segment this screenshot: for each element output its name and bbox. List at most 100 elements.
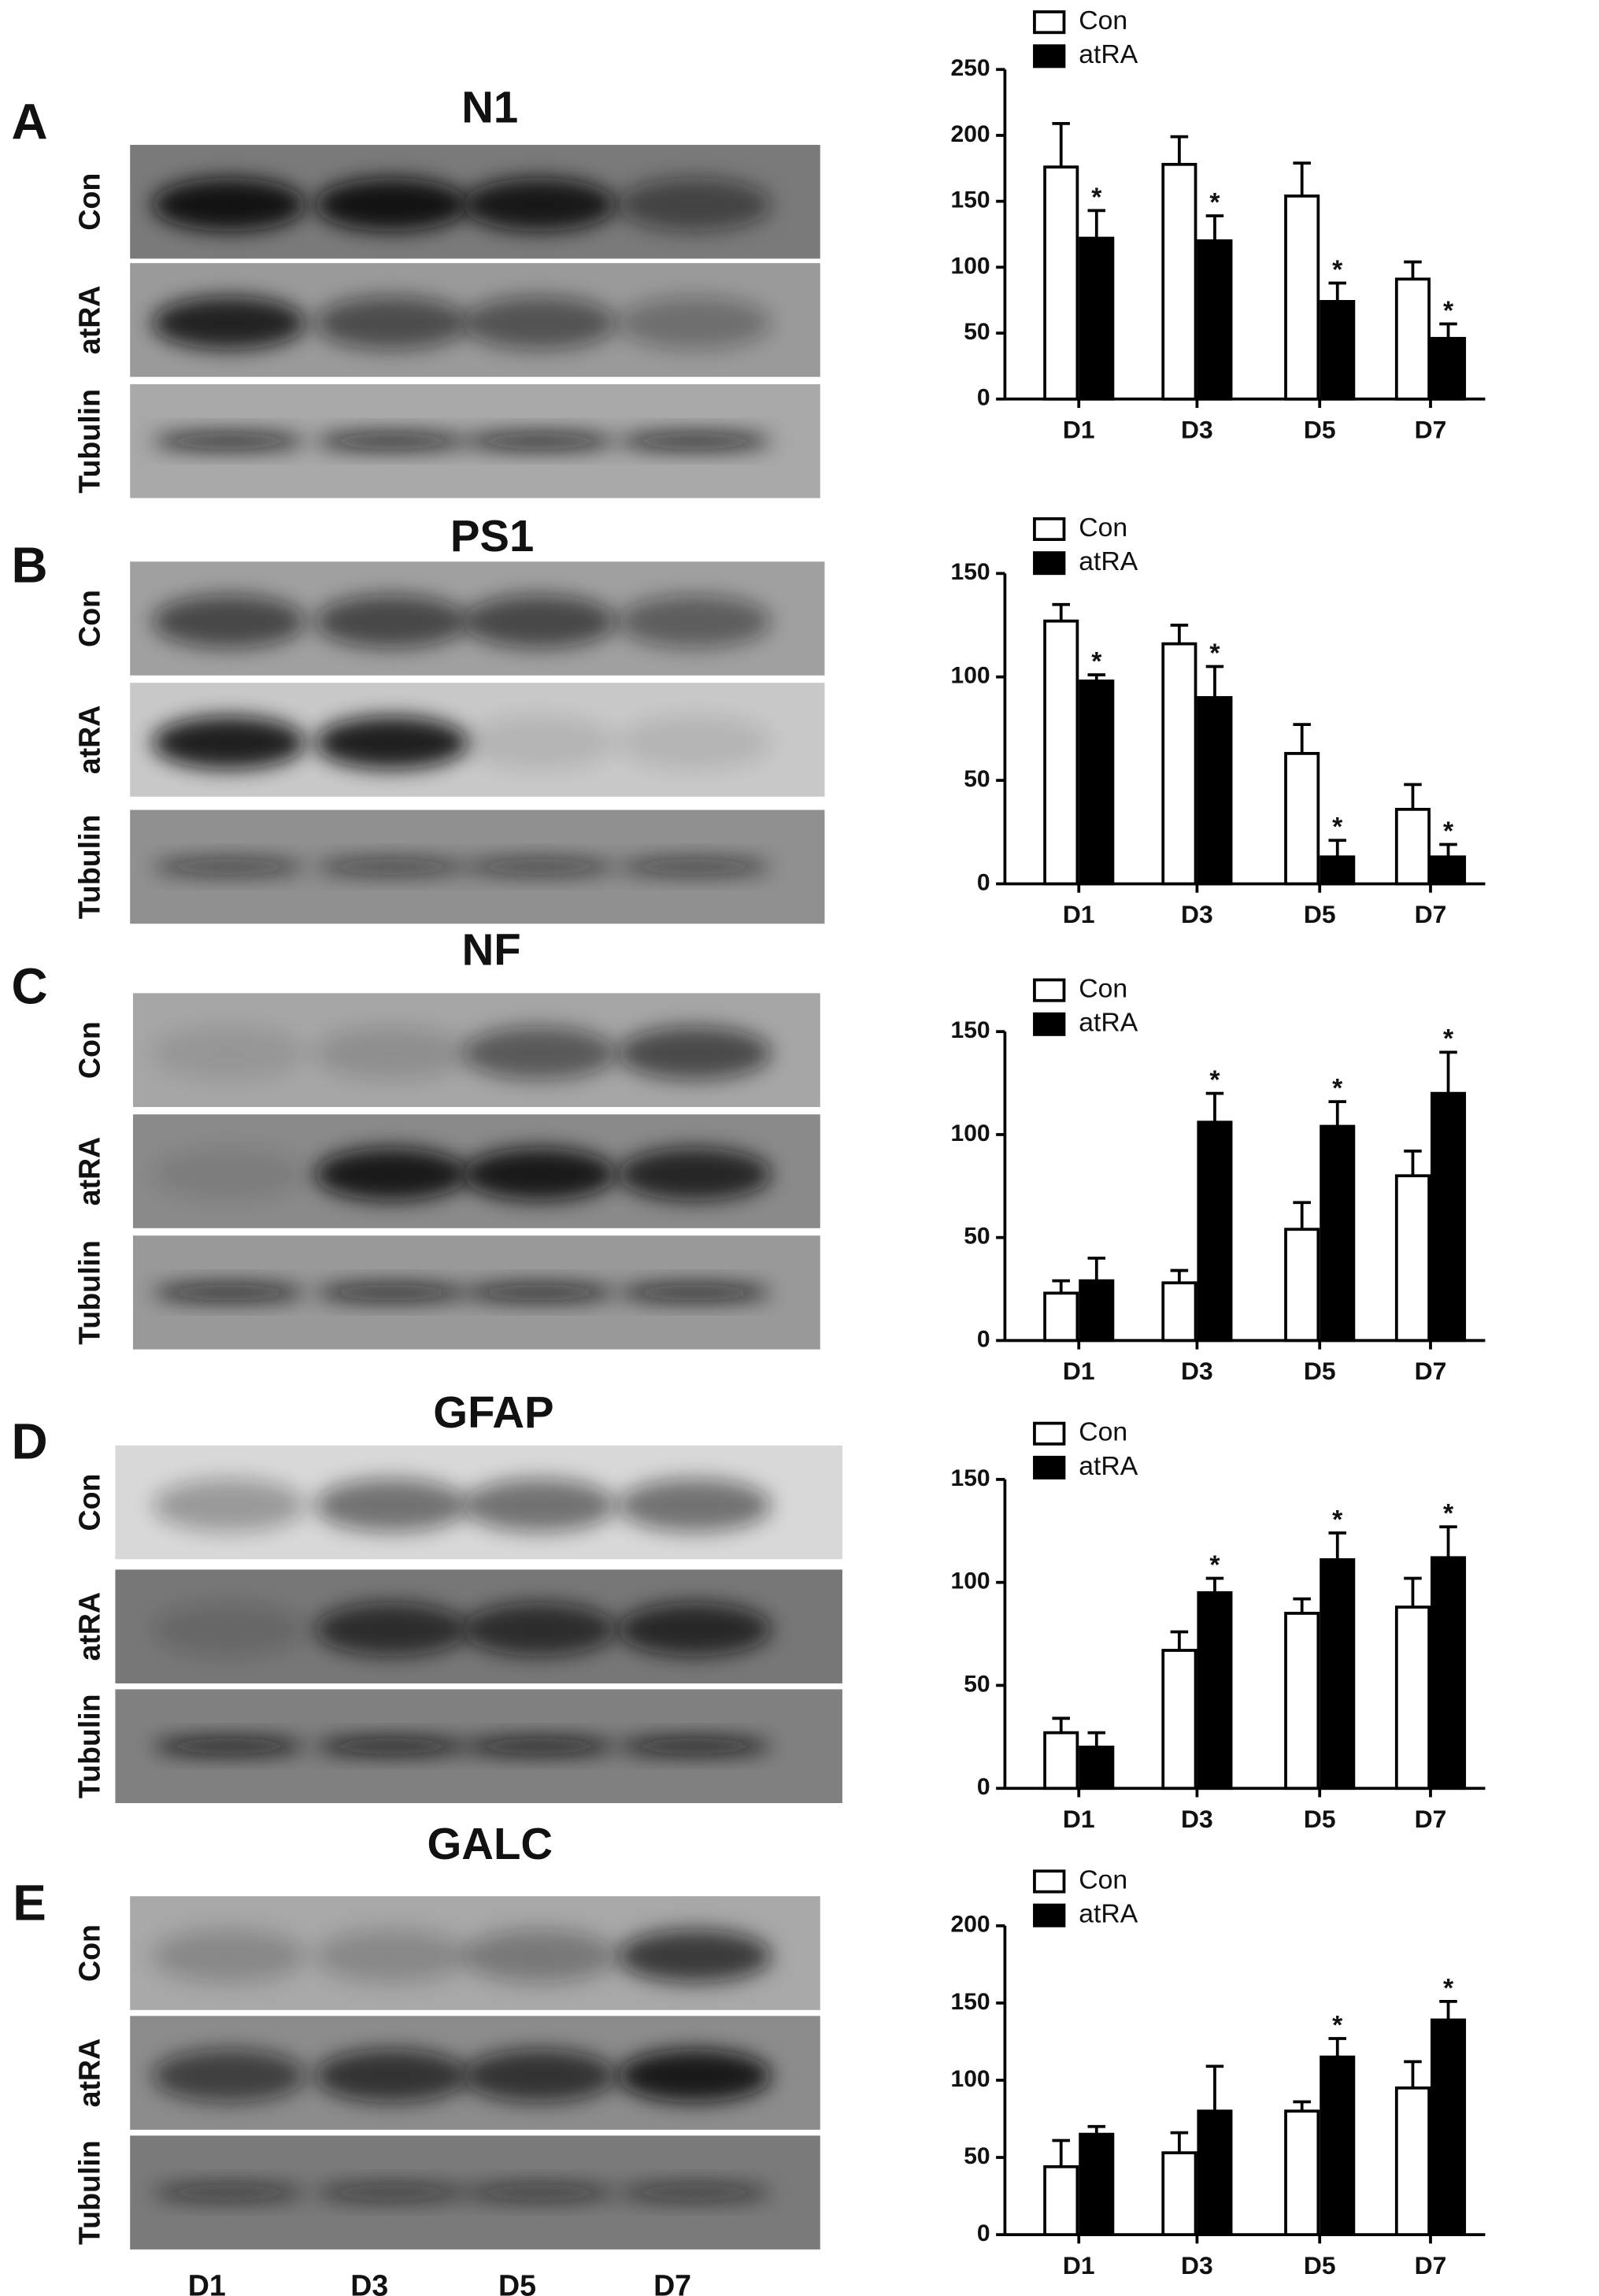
bar (1394, 807, 1431, 886)
blot-band (314, 2183, 469, 2202)
error-bar (1439, 1050, 1457, 1094)
x-tick-label: D7 (1415, 1805, 1447, 1833)
blot-row-label: atRA (72, 1592, 105, 1661)
blot-band (617, 1026, 772, 1080)
bar (1284, 2109, 1320, 2236)
error-bar (1170, 2131, 1189, 2153)
error-bar (1404, 260, 1422, 280)
significance-mark: * (1443, 295, 1454, 325)
bar (1431, 855, 1467, 886)
legend-swatch (1033, 44, 1066, 69)
bar (1197, 696, 1233, 886)
blot-band (314, 1283, 469, 1302)
bar (1284, 752, 1320, 886)
blot-row-label: atRA (72, 705, 105, 775)
error-bar (1205, 1091, 1224, 1123)
blot-band (617, 1602, 772, 1657)
error-bar (1328, 281, 1347, 302)
error-bar (1439, 842, 1457, 857)
bar (1079, 236, 1115, 401)
bar (1197, 239, 1233, 401)
blot-band (462, 1602, 616, 1657)
bar (1320, 300, 1356, 401)
blot-band (152, 1026, 306, 1080)
blot-band (617, 432, 772, 450)
bar (1394, 1174, 1431, 1342)
x-tick-label: D7 (1415, 2251, 1447, 2279)
blot-band (617, 716, 772, 770)
y-tick-label: 0 (977, 1326, 990, 1352)
error-bar (1052, 121, 1071, 168)
blot-band (462, 296, 616, 350)
x-tick-label: D1 (1063, 416, 1095, 444)
legend-swatch (1033, 517, 1066, 542)
lane-label: D3 (350, 2269, 388, 2296)
legend-label: atRA (1079, 39, 1138, 69)
x-tick-label: D5 (1304, 416, 1336, 444)
y-tick-label: 150 (951, 1989, 990, 2015)
blot-band (152, 296, 306, 350)
blot-band (314, 1147, 469, 1202)
x-tick-label: D3 (1181, 2251, 1213, 2279)
blot-band (462, 1737, 616, 1755)
x-tick-label: D3 (1181, 1805, 1213, 1833)
error-bar (1205, 1576, 1224, 1593)
bar (1284, 1612, 1320, 1791)
significance-mark: * (1209, 638, 1220, 668)
blot-band (152, 857, 306, 876)
blot-band (617, 1147, 772, 1202)
error-bar (1052, 602, 1071, 621)
y-tick-label: 0 (977, 869, 990, 895)
significance-mark: * (1091, 182, 1102, 212)
blot-band (462, 1026, 616, 1080)
bar (1394, 1605, 1431, 1791)
error-bar (1293, 161, 1311, 196)
bar (1431, 2018, 1467, 2236)
panel-letter: C (12, 957, 48, 1014)
x-tick-label: D1 (1063, 2251, 1095, 2279)
error-bar (1087, 1256, 1106, 1281)
x-tick-label: D5 (1304, 1805, 1336, 1833)
blot-band (314, 1478, 469, 1532)
bar (1320, 1558, 1356, 1791)
blot-band (152, 1929, 306, 1983)
blot-row-label: Con (72, 1474, 105, 1531)
blot-band (617, 2183, 772, 2202)
blot-band (314, 432, 469, 450)
x-tick-label: D7 (1415, 900, 1447, 928)
blot-band (462, 2049, 616, 2103)
bar (1284, 194, 1320, 401)
x-tick-label: D5 (1304, 2251, 1336, 2279)
x-tick-label: D1 (1063, 1357, 1095, 1385)
blot-band (617, 1737, 772, 1755)
bar (1161, 2151, 1197, 2236)
error-bar (1052, 1716, 1071, 1733)
error-bar (1328, 839, 1347, 857)
blot-row-label: Tubulin (72, 815, 105, 920)
blot-row-label: Tubulin (72, 389, 105, 494)
error-bar (1328, 1531, 1347, 1560)
blot-band (617, 2049, 772, 2103)
bar (1043, 619, 1079, 886)
legend-swatch (1033, 1903, 1066, 1928)
blot-band (152, 716, 306, 770)
blot-band (314, 594, 469, 649)
blot-row-label: atRA (72, 1137, 105, 1206)
blot-band (152, 1602, 306, 1657)
legend-label: atRA (1079, 1008, 1138, 1038)
blot-row-label: Tubulin (72, 1694, 105, 1798)
x-tick-label: D1 (1063, 900, 1095, 928)
bar (1161, 1649, 1197, 1791)
bar (1197, 1120, 1233, 1342)
error-bar (1170, 135, 1189, 165)
legend-swatch (1033, 1421, 1066, 1446)
significance-mark: * (1091, 646, 1102, 676)
bar (1320, 855, 1356, 886)
error-bar (1293, 1597, 1311, 1613)
bar (1079, 1279, 1115, 1342)
legend-label: Con (1079, 1417, 1127, 1447)
blot-band (152, 2049, 306, 2103)
y-tick-label: 100 (951, 1568, 990, 1594)
